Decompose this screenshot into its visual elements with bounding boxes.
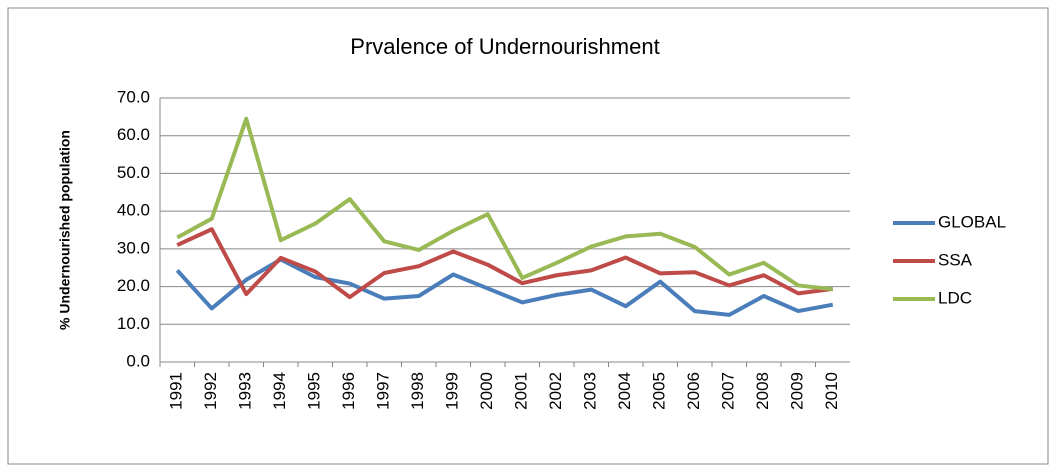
y-tick-label: 60.0 [117, 125, 150, 144]
y-tick-label: 10.0 [117, 314, 150, 333]
x-tick-label: 2005 [650, 372, 669, 410]
x-tick-label: 2006 [684, 372, 703, 410]
x-tick-label: 2002 [546, 372, 565, 410]
x-tick-label: 2000 [477, 372, 496, 410]
y-tick-label: 70.0 [117, 87, 150, 106]
x-tick-label: 1997 [374, 372, 393, 410]
x-tick-label: 1992 [201, 372, 220, 410]
x-tick-label: 1991 [167, 372, 186, 410]
legend-label: SSA [938, 250, 973, 269]
x-tick-label: 2004 [615, 372, 634, 410]
x-tick-label: 2010 [822, 372, 841, 410]
series-line [176, 227, 834, 300]
chart-title: Prvalence of Undernourishment [350, 34, 659, 59]
x-tick-label: 1999 [443, 372, 462, 410]
legend-label: GLOBAL [938, 212, 1006, 231]
legend-label: LDC [938, 288, 972, 307]
x-tick-label: 2003 [581, 372, 600, 410]
x-tick-label: 2009 [788, 372, 807, 410]
y-tick-label: 50.0 [117, 163, 150, 182]
series-line [175, 257, 834, 317]
x-tick-label: 1996 [339, 372, 358, 410]
x-tick-label: 2007 [719, 372, 738, 410]
x-tick-label: 1998 [408, 372, 427, 410]
y-tick-label: 0.0 [126, 351, 150, 370]
y-tick-label: 20.0 [117, 276, 150, 295]
x-tick-label: 1994 [270, 372, 289, 410]
x-tick-label: 1993 [236, 372, 255, 410]
series-line [176, 116, 833, 292]
y-tick-label: 30.0 [117, 238, 150, 257]
x-tick-label: 1995 [305, 372, 324, 410]
x-tick-label: 2008 [753, 372, 772, 410]
y-tick-label: 40.0 [117, 201, 150, 220]
x-tick-label: 2001 [512, 372, 531, 410]
y-axis-label: % Undernourished population [57, 130, 73, 330]
